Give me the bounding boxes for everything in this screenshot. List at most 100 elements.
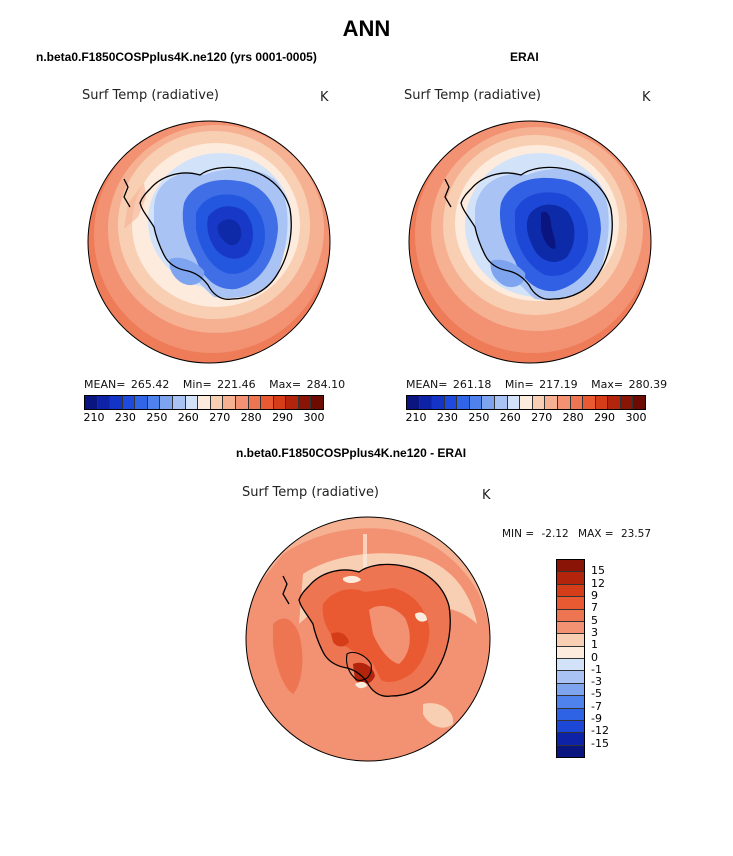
obs-colorbar-swatch — [633, 396, 645, 409]
obs-polar-map — [408, 120, 652, 364]
model-colorbar-tick-label: 250 — [146, 411, 168, 424]
obs-colorbar-swatch — [532, 396, 546, 409]
obs-colorbar-swatch — [583, 396, 596, 409]
diff-colorbar-tick-label: 3 — [591, 625, 598, 639]
obs-colorbar-swatch — [407, 396, 420, 409]
diff-colorbar-tick-label: 9 — [591, 588, 598, 602]
model-variable-label: Surf Temp (radiative) — [82, 88, 220, 103]
diff-colorbar-swatch — [557, 609, 584, 622]
model-colorbar — [84, 395, 324, 410]
diff-max-value: 23.57 — [620, 528, 651, 540]
model-min-value: 221.46 — [217, 378, 256, 391]
obs-colorbar-swatch — [495, 396, 508, 409]
diff-colorbar-swatch — [557, 621, 584, 635]
obs-colorbar-tick-label: 270 — [531, 411, 553, 424]
diff-colorbar-tick-label: 15 — [591, 564, 605, 578]
diff-colorbar-swatch — [557, 646, 584, 659]
obs-min-label: Min= — [504, 378, 534, 391]
model-colorbar-tick-label: 280 — [240, 411, 262, 424]
diff-units-label: K — [482, 488, 491, 503]
diff-colorbar-tick-label: 0 — [591, 650, 598, 664]
obs-colorbar-tick-label: 300 — [625, 411, 647, 424]
model-colorbar-tick-label: 260 — [177, 411, 199, 424]
diff-colorbar-tick-label: -3 — [591, 675, 602, 689]
diff-colorbar-tick-label: -9 — [591, 712, 602, 726]
diff-min-value: -2.12 — [541, 528, 569, 540]
obs-colorbar-tick-label: 250 — [468, 411, 490, 424]
obs-colorbar-swatch — [595, 396, 609, 409]
diff-colorbar-swatch — [557, 572, 584, 585]
obs-colorbar-swatch — [469, 396, 483, 409]
obs-colorbar — [406, 395, 646, 410]
model-colorbar-swatch — [235, 396, 249, 409]
model-colorbar-swatch — [210, 396, 224, 409]
diff-colorbar-swatch — [557, 671, 584, 684]
model-colorbar-swatch — [85, 396, 98, 409]
model-mean-value: 265.42 — [130, 378, 170, 391]
model-colorbar-swatch — [261, 396, 274, 409]
model-min-label: Min= — [182, 378, 212, 391]
diff-case-title: n.beta0.F1850COSPplus4K.ne120 - ERAI — [236, 446, 467, 460]
diff-variable-label: Surf Temp (radiative) — [242, 485, 380, 500]
main-title: ANN — [342, 16, 391, 41]
obs-colorbar-tick-label: 210 — [405, 411, 427, 424]
model-colorbar-swatch — [248, 396, 262, 409]
model-colorbar-tick-label: 300 — [303, 411, 325, 424]
model-colorbar-swatch — [185, 396, 199, 409]
obs-mean-label: MEAN= — [406, 378, 448, 391]
model-colorbar-swatch — [147, 396, 161, 409]
model-units-label: K — [320, 90, 329, 105]
model-colorbar-tick-label: 210 — [83, 411, 105, 424]
model-colorbar-swatch — [286, 396, 299, 409]
obs-colorbar-swatch — [620, 396, 634, 409]
model-mean-label: MEAN= — [84, 378, 126, 391]
model-colorbar-swatch — [97, 396, 111, 409]
model-colorbar-tick-label: 230 — [114, 411, 136, 424]
obs-colorbar-tick-label: 280 — [562, 411, 584, 424]
obs-colorbar-swatch — [570, 396, 584, 409]
obs-variable-label: Surf Temp (radiative) — [404, 88, 542, 103]
diff-colorbar-tick-label: 5 — [591, 613, 598, 627]
model-case-title: n.beta0.F1850COSPplus4K.ne120 (yrs 0001-… — [36, 50, 317, 64]
obs-colorbar-swatch — [545, 396, 558, 409]
obs-colorbar-swatch — [457, 396, 470, 409]
diff-colorbar-swatch — [557, 659, 584, 672]
model-colorbar-swatch — [298, 396, 312, 409]
obs-max-label: Max= — [591, 378, 624, 391]
model-colorbar-tick-label: 290 — [272, 411, 294, 424]
model-polar-map — [87, 120, 331, 364]
diff-colorbar-swatch — [557, 720, 584, 734]
diff-colorbar-tick-label: 1 — [591, 638, 598, 652]
obs-colorbar-swatch — [507, 396, 521, 409]
diff-colorbar-tick-label: -7 — [591, 699, 602, 713]
obs-mean-value: 261.18 — [452, 378, 492, 391]
diff-min-label: MIN = — [502, 528, 535, 540]
diff-colorbar-tick-label: -12 — [591, 724, 609, 738]
obs-colorbar-tick-label: 260 — [499, 411, 521, 424]
model-stats: MEAN= 265.42 Min= 221.46 Max= 284.10 — [84, 378, 347, 391]
obs-colorbar-swatch — [444, 396, 458, 409]
obs-colorbar-ticks: 210 230 250 260 270 280 290 300 — [405, 411, 647, 425]
diff-colorbar-tick-label: -5 — [591, 687, 602, 701]
model-max-value: 284.10 — [306, 378, 346, 391]
obs-colorbar-swatch — [608, 396, 621, 409]
obs-colorbar-swatch — [432, 396, 445, 409]
obs-colorbar-swatch — [557, 396, 571, 409]
diff-colorbar-swatch — [557, 733, 584, 746]
model-colorbar-swatch — [273, 396, 287, 409]
diff-polar-map — [245, 516, 491, 762]
obs-min-value: 217.19 — [539, 378, 578, 391]
obs-units-label: K — [642, 90, 651, 105]
diff-colorbar-swatch — [557, 584, 584, 598]
diff-colorbar-tick-label: -1 — [591, 662, 602, 676]
model-colorbar-tick-label: 270 — [209, 411, 231, 424]
diff-colorbar-swatch — [557, 634, 584, 647]
diff-colorbar-swatch — [557, 597, 584, 610]
model-max-label: Max= — [269, 378, 302, 391]
obs-max-value: 280.39 — [628, 378, 668, 391]
diff-colorbar-tick-label: 12 — [591, 576, 605, 590]
obs-colorbar-swatch — [482, 396, 496, 409]
diff-colorbar-swatch — [557, 745, 584, 757]
model-colorbar-swatch — [160, 396, 174, 409]
obs-colorbar-swatch — [419, 396, 433, 409]
